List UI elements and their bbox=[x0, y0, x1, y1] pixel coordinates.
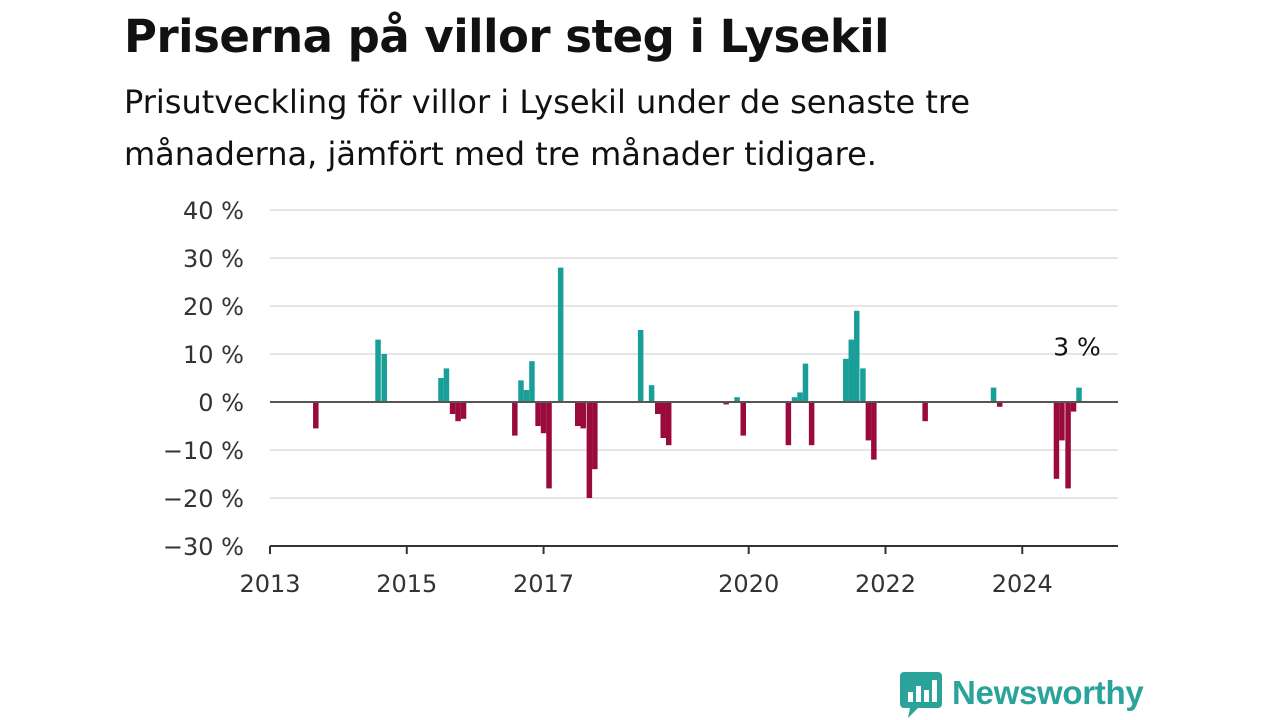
bar-positive bbox=[848, 339, 855, 402]
bar-negative bbox=[449, 402, 456, 414]
bar-positive bbox=[375, 339, 381, 402]
bar-positive bbox=[990, 387, 997, 402]
newsworthy-logo: Newsworthy bbox=[900, 668, 1144, 718]
x-tick-label: 2022 bbox=[855, 570, 916, 598]
bar-positive bbox=[443, 368, 450, 402]
bar-positive bbox=[802, 363, 809, 402]
bar-negative bbox=[1070, 402, 1077, 412]
y-tick-label: 40 % bbox=[183, 197, 244, 225]
bar-positive bbox=[557, 267, 564, 402]
bar-negative bbox=[455, 402, 461, 422]
bar-negative bbox=[1065, 402, 1071, 489]
newsworthy-logo-icon bbox=[900, 672, 942, 718]
bar-negative bbox=[546, 402, 552, 489]
bar-negative bbox=[313, 402, 319, 429]
bar-negative bbox=[808, 402, 815, 446]
bar-positive bbox=[843, 358, 849, 402]
bar-positive bbox=[860, 368, 866, 402]
bar-positive bbox=[648, 385, 655, 402]
bar-negative bbox=[1059, 402, 1065, 441]
x-tick-label: 2020 bbox=[718, 570, 779, 598]
y-tick-label: 0 % bbox=[198, 389, 244, 417]
y-tick-label: −10 % bbox=[163, 437, 244, 465]
chart-title: Priserna på villor steg i Lysekil bbox=[124, 10, 890, 63]
bar-negative bbox=[723, 402, 729, 405]
bar-positive bbox=[791, 397, 798, 402]
axes: 40 % 30 % 20 % 10 % 0 % −10 % −20 % −30 % 2013 20… bbox=[163, 197, 1118, 598]
bar-negative bbox=[574, 402, 581, 426]
bar-negative bbox=[655, 402, 661, 414]
x-tick-label: 2024 bbox=[992, 570, 1053, 598]
bar-positive bbox=[518, 380, 524, 402]
bar-negative bbox=[660, 402, 666, 438]
bar-negative bbox=[785, 402, 792, 446]
bar-positive bbox=[734, 397, 740, 402]
y-tick-label: −30 % bbox=[163, 533, 244, 561]
bar-positive bbox=[523, 390, 530, 402]
bar-negative bbox=[535, 402, 541, 426]
bar-positive bbox=[637, 330, 644, 402]
bar-negative bbox=[922, 402, 928, 422]
bar-positive bbox=[1076, 387, 1082, 402]
chart-subtitle: Prisutveckling för villor i Lysekil unde… bbox=[124, 83, 971, 173]
bar-negative bbox=[540, 402, 547, 434]
bar-negative bbox=[580, 402, 586, 429]
bars bbox=[313, 267, 1082, 498]
bar-negative bbox=[460, 402, 467, 419]
bar-positive bbox=[529, 361, 535, 402]
x-tick-label: 2013 bbox=[239, 570, 300, 598]
bar-positive bbox=[381, 354, 387, 402]
bar-negative bbox=[740, 402, 746, 436]
newsworthy-logo-text: Newsworthy bbox=[952, 674, 1144, 711]
bar-negative bbox=[871, 402, 877, 460]
bar-positive bbox=[438, 378, 444, 402]
bar-negative bbox=[512, 402, 518, 436]
last-value-label: 3 % bbox=[1053, 333, 1101, 362]
bar-positive bbox=[797, 392, 803, 402]
y-tick-label: 20 % bbox=[183, 293, 244, 321]
bar-negative bbox=[865, 402, 872, 441]
x-tick-label: 2015 bbox=[376, 570, 437, 598]
bar-negative bbox=[1053, 402, 1060, 479]
x-tick-label: 2017 bbox=[513, 570, 574, 598]
gridlines bbox=[270, 209, 1118, 499]
bar-negative bbox=[592, 402, 598, 470]
bar-negative bbox=[586, 402, 593, 498]
bar-negative bbox=[996, 402, 1003, 407]
y-tick-label: 10 % bbox=[183, 341, 244, 369]
bar-negative bbox=[665, 402, 672, 446]
y-tick-label: 30 % bbox=[183, 245, 244, 273]
bar-positive bbox=[854, 310, 860, 402]
y-tick-label: −20 % bbox=[163, 485, 244, 513]
